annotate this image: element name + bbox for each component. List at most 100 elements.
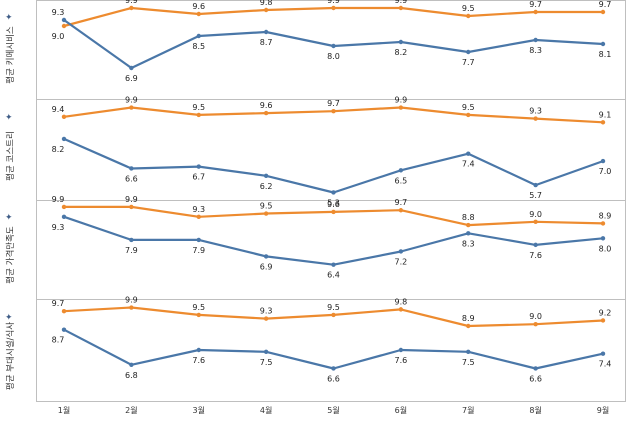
data-point-orange xyxy=(61,204,67,210)
data-label: 7.2 xyxy=(395,257,408,266)
data-point-blue xyxy=(196,164,201,169)
data-label: 9.6 xyxy=(327,200,340,209)
data-point-blue xyxy=(129,65,134,71)
data-label: 9.7 xyxy=(599,0,612,9)
x-tick-label: 7월 xyxy=(462,405,474,415)
data-label: 6.5 xyxy=(395,176,408,185)
x-tick-label: 5월 xyxy=(327,405,339,415)
data-label: 9.3 xyxy=(260,307,273,316)
data-label: 9.9 xyxy=(125,296,138,305)
data-point-blue xyxy=(61,327,67,332)
data-label: 9.3 xyxy=(52,8,65,17)
data-point-blue xyxy=(331,366,336,371)
x-tick-label: 6월 xyxy=(395,405,407,415)
data-point-orange xyxy=(398,208,404,213)
data-point-blue xyxy=(129,237,134,243)
data-label: 9.9 xyxy=(327,0,340,5)
data-point-orange xyxy=(331,312,336,318)
data-point-blue xyxy=(533,182,538,188)
data-label: 9.8 xyxy=(395,297,408,306)
data-label: 5.7 xyxy=(529,191,542,200)
data-label: 9.9 xyxy=(125,195,138,204)
pin-icon: ✦ xyxy=(5,13,13,23)
data-point-orange xyxy=(196,312,201,318)
data-label: 7.6 xyxy=(395,356,408,365)
data-label: 9.5 xyxy=(260,202,273,211)
data-point-blue xyxy=(398,168,404,173)
data-label: 8.7 xyxy=(52,336,65,345)
data-point-blue xyxy=(600,351,606,356)
data-label: 6.6 xyxy=(125,174,138,183)
data-label: 8.0 xyxy=(327,52,340,61)
pin-icon: ✦ xyxy=(5,313,13,323)
data-label: 9.5 xyxy=(327,303,340,312)
data-point-orange xyxy=(600,221,606,226)
data-label: 9.0 xyxy=(529,312,542,321)
data-label: 9.0 xyxy=(52,32,65,41)
data-point-orange xyxy=(533,219,538,224)
data-label: 7.4 xyxy=(462,160,475,169)
data-label: 8.2 xyxy=(395,48,408,57)
data-point-blue xyxy=(600,41,606,47)
data-point-orange xyxy=(533,321,538,327)
data-point-orange xyxy=(331,5,336,11)
data-point-blue xyxy=(600,236,606,241)
data-label: 9.5 xyxy=(192,103,205,112)
panel-label: 평균 가격만족도 xyxy=(5,226,16,284)
data-point-orange xyxy=(600,120,606,125)
data-point-orange xyxy=(600,318,606,323)
data-label: 6.6 xyxy=(529,374,542,383)
data-point-orange xyxy=(466,13,471,19)
data-label: 6.9 xyxy=(260,262,273,271)
panel-1: 평균 키메시비스 ✦ 9.0 9.9 9.6 9.8 9.9 9.9 9.5 9.7 9.7 9.3 6… xyxy=(5,0,611,84)
x-tick-label: 1월 xyxy=(58,405,70,415)
data-label: 9.0 xyxy=(529,210,542,219)
data-label: 9.5 xyxy=(192,303,205,312)
panel-label: 평균 키메시비스 xyxy=(5,26,16,84)
data-point-blue xyxy=(263,349,269,355)
data-label: 7.5 xyxy=(260,358,273,367)
data-point-orange xyxy=(129,204,134,210)
data-point-blue xyxy=(196,237,201,243)
data-point-blue xyxy=(466,151,471,156)
data-label: 8.5 xyxy=(192,42,205,51)
data-label: 6.7 xyxy=(192,173,205,182)
data-label: 7.5 xyxy=(462,358,475,367)
data-label: 9.3 xyxy=(52,223,65,232)
series-line-orange xyxy=(64,205,604,227)
data-point-blue xyxy=(263,29,269,35)
data-label: 9.7 xyxy=(529,0,542,9)
data-point-orange xyxy=(263,110,269,116)
data-label: 6.6 xyxy=(327,374,340,383)
data-point-blue xyxy=(331,262,336,267)
data-label: 9.3 xyxy=(529,107,542,116)
data-point-orange xyxy=(129,105,134,110)
data-point-orange xyxy=(600,9,606,15)
x-tick-label: 8월 xyxy=(529,405,541,415)
data-label: 9.6 xyxy=(192,2,205,11)
data-label: 9.4 xyxy=(52,105,65,114)
data-point-orange xyxy=(398,307,404,312)
data-label: 9.5 xyxy=(462,103,475,112)
panel-4: 평균 부대시설/식사✦ 9.7 9.9 9.5 9.3 9.5 9.8 8.9 9.0 9.2 8.… xyxy=(5,296,611,391)
data-label: 8.2 xyxy=(52,145,65,154)
data-point-blue xyxy=(61,136,67,142)
x-tick-label: 3월 xyxy=(193,405,205,415)
series-line-blue xyxy=(63,328,604,370)
panel-label: 평균 코스트리 xyxy=(5,131,16,181)
data-point-orange xyxy=(61,23,67,29)
data-point-orange xyxy=(263,211,269,216)
data-point-blue xyxy=(196,33,201,39)
data-label: 7.6 xyxy=(529,251,542,260)
data-label: 8.1 xyxy=(599,50,612,59)
series-line-blue xyxy=(63,215,604,266)
panel-3: 평균 가격만족도 ✦ 9.9 9.9 9.3 9.5 9.6 9.7 8.8 9.0 8.9 9.3 7… xyxy=(5,195,611,284)
data-point-orange xyxy=(398,5,404,11)
data-point-blue xyxy=(331,43,336,49)
data-point-blue xyxy=(61,214,67,220)
data-label: 7.4 xyxy=(599,360,612,369)
data-label: 8.3 xyxy=(529,46,542,55)
data-point-orange xyxy=(466,112,471,118)
